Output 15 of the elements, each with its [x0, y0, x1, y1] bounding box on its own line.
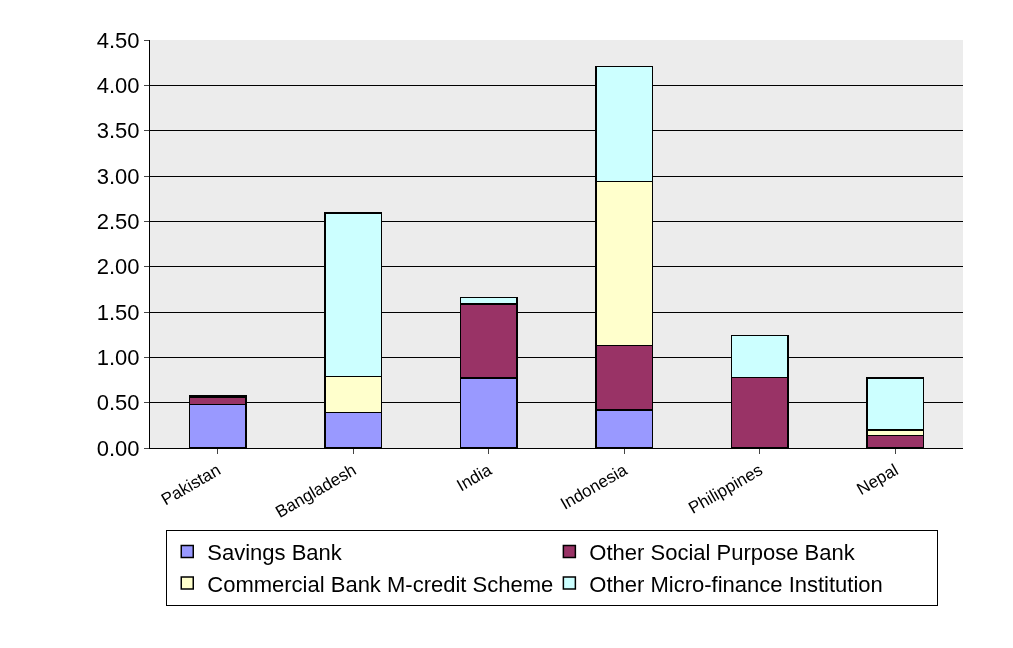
y-tick-label: 2.50 [96, 209, 140, 235]
y-tick-label: 1.50 [96, 299, 140, 325]
legend-label: Savings Bank [207, 539, 343, 565]
y-tick-label: 0.00 [96, 435, 140, 461]
y-tick-label: 4.50 [96, 27, 140, 53]
legend-label: Other Social Purpose Bank [589, 539, 856, 565]
y-tick-label: 1.00 [96, 345, 140, 371]
legend-label: Other Micro-finance Institution [589, 571, 883, 597]
y-tick-label: 0.50 [96, 390, 140, 416]
y-tick-label: 3.50 [96, 118, 140, 144]
y-tick-label: 4.00 [96, 73, 140, 99]
x-tick-label: India [453, 460, 496, 496]
y-tick-label: 3.00 [96, 163, 140, 189]
y-tick-label: 2.00 [96, 254, 140, 280]
legend-label: Commercial Bank M-credit Scheme [207, 571, 554, 597]
